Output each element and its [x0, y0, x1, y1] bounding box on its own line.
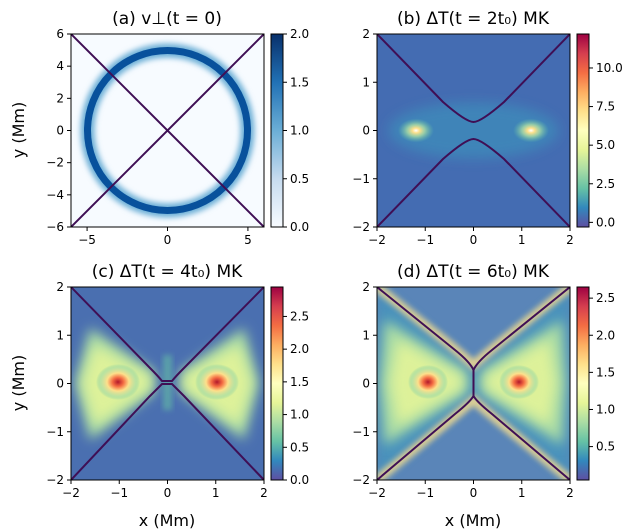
colorbar-tick-label: 2.5	[596, 291, 615, 305]
colorbar-tick-label: 1.5	[290, 75, 309, 89]
y-tick-label: 6	[56, 27, 64, 41]
colorbar-tick-label: 0.5	[290, 440, 309, 454]
y-tick-label: 1	[56, 328, 64, 342]
y-tick-label: 2	[362, 27, 370, 41]
colorbar-tick-label: 1.0	[290, 408, 309, 422]
y-tick-label: −2	[46, 156, 64, 170]
x-tick-label: −5	[78, 233, 96, 247]
panel-d-title: (d) ΔT(t = 6t₀) MK	[397, 262, 550, 282]
x-tick-label: 0	[164, 486, 172, 500]
x-tick-label: 1	[518, 233, 526, 247]
colorbar-tick-label: 2.5	[290, 309, 309, 323]
colorbar-tick-label: 0.0	[290, 220, 309, 234]
y-tick-label: −2	[352, 473, 370, 487]
panel-c-separatrix-top	[71, 287, 264, 382]
x-tick-label: 2	[260, 486, 268, 500]
x-tick-label: −1	[110, 486, 128, 500]
panel-a-ring	[84, 47, 251, 214]
x-tick-label: 2	[566, 486, 574, 500]
colorbar-tick-label: 0.0	[596, 215, 615, 229]
y-tick-label: 1	[362, 75, 370, 89]
y-tick-label: −2	[352, 220, 370, 234]
colorbar-tick-label: 0.5	[290, 172, 309, 186]
x-tick-label: 0	[470, 233, 478, 247]
y-tick-label: −4	[46, 188, 64, 202]
y-tick-label: 2	[362, 280, 370, 294]
y-tick-label: 0	[362, 124, 370, 138]
panel-c-xlabel: x (Mm)	[139, 511, 195, 529]
colorbar-tick-label: 5.0	[596, 138, 615, 152]
y-tick-label: 2	[56, 91, 64, 105]
colorbar-tick-label: 7.5	[596, 100, 615, 114]
colorbar-tick-label: 0.5	[596, 440, 615, 454]
colorbar-tick-label: 2.0	[596, 328, 615, 342]
colorbar-tick-label: 10.0	[596, 61, 623, 75]
colorbar-tick-label: 1.0	[596, 402, 615, 416]
y-tick-label: 1	[362, 328, 370, 342]
y-tick-label: 0	[56, 377, 64, 391]
x-tick-label: −1	[416, 233, 434, 247]
panel-c-title: (c) ΔT(t = 4t₀) MK	[92, 262, 243, 282]
y-tick-label: −2	[46, 473, 64, 487]
y-tick-label: 0	[362, 377, 370, 391]
y-tick-label: 4	[56, 59, 64, 73]
y-tick-label: −1	[352, 425, 370, 439]
y-tick-label: −1	[352, 172, 370, 186]
panel-a-colorbar	[270, 33, 284, 228]
x-tick-label: 0	[470, 486, 478, 500]
y-tick-label: −6	[46, 220, 64, 234]
tick-layer: −5 0 5 −6 −4 −2 0 2 4 6 0.0 0.5 1.0 1.5 2.0 −2 −1 0 1 2 −2 −1…	[46, 27, 622, 500]
panel-a-heatmap	[71, 34, 264, 227]
x-tick-label: 1	[212, 486, 220, 500]
x-tick-label: −2	[368, 233, 386, 247]
colorbar-tick-label: 1.5	[596, 365, 615, 379]
panel-c-colorbar	[270, 286, 284, 481]
x-tick-label: 0	[164, 233, 172, 247]
panel-d-colorbar	[576, 286, 590, 481]
panel-d-xlabel: x (Mm)	[445, 511, 501, 529]
x-tick-label: 1	[518, 486, 526, 500]
x-tick-label: 5	[244, 233, 252, 247]
panel-b-heatmap	[377, 34, 570, 227]
colorbar-tick-label: 1.0	[290, 124, 309, 138]
y-tick-label: 2	[56, 280, 64, 294]
colorbar-tick-label: 2.5	[596, 177, 615, 191]
x-tick-label: −2	[368, 486, 386, 500]
colorbar-tick-label: 0.0	[290, 473, 309, 487]
panel-c-ylabel: y (Mm)	[9, 355, 28, 411]
x-tick-label: 2	[566, 233, 574, 247]
colorbar-tick-label: 2.0	[290, 342, 309, 356]
panel-d-heatmap	[377, 287, 570, 480]
panel-b-colorbar	[576, 33, 590, 228]
colorbar-tick-label: 2.0	[290, 27, 309, 41]
x-tick-label: −1	[416, 486, 434, 500]
panel-a-ylabel: y (Mm)	[9, 102, 28, 158]
panel-c-heatmap	[71, 287, 264, 480]
x-tick-label: −2	[62, 486, 80, 500]
colorbar-tick-label: 1.5	[290, 375, 309, 389]
panel-c-separatrix-bottom	[71, 383, 264, 480]
panel-b-separatrix-bottom	[377, 137, 570, 227]
y-tick-label: 0	[56, 124, 64, 138]
panel-b-title: (b) ΔT(t = 2t₀) MK	[397, 9, 550, 29]
panel-b-separatrix-top	[377, 34, 570, 124]
panel-a-separatrix-2	[71, 34, 264, 227]
panel-a-title: (a) v⊥(t = 0)	[112, 9, 222, 29]
y-tick-label: −1	[46, 425, 64, 439]
